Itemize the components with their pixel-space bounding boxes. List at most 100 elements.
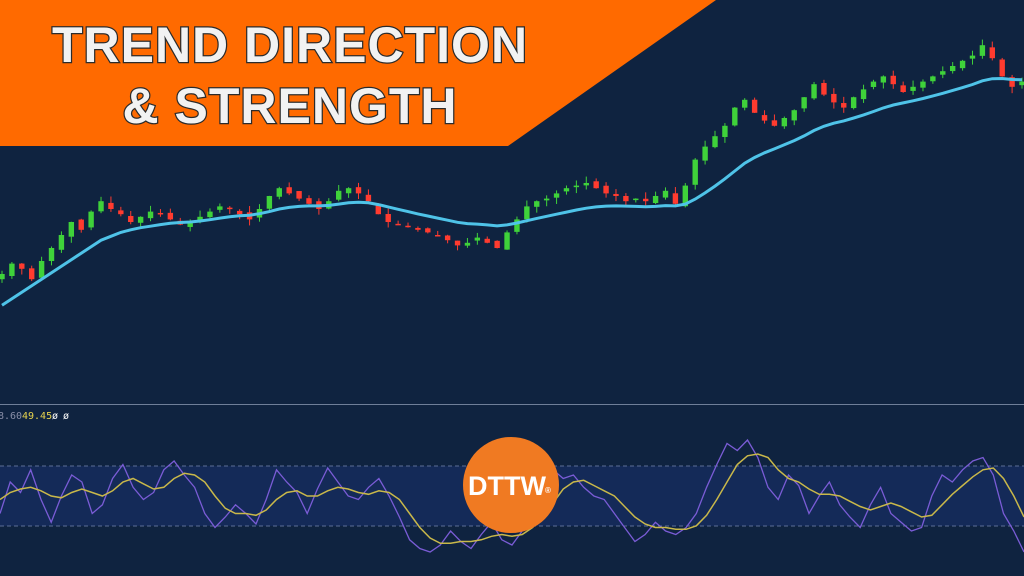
candle-down — [989, 41, 995, 61]
candle-up — [147, 205, 154, 222]
candle-body — [0, 274, 5, 280]
candle-body — [860, 89, 867, 100]
candle-body — [623, 195, 629, 202]
candle-down — [484, 236, 490, 244]
candle-down — [128, 210, 134, 225]
candle-body — [405, 225, 411, 228]
candle-down — [821, 79, 827, 97]
candle-up — [583, 176, 589, 190]
candle-down — [118, 206, 124, 217]
candle-up — [345, 187, 352, 198]
candle-body — [296, 191, 302, 199]
readout-value-2: 49.45 — [22, 411, 52, 422]
candle-up — [692, 158, 698, 190]
candle-body — [682, 185, 688, 207]
candle-up — [534, 200, 540, 213]
banner-title-line2: & STRENGTH — [123, 78, 458, 134]
candle-body — [979, 45, 986, 56]
candle-down — [494, 240, 500, 249]
candle-body — [167, 212, 174, 220]
candle-down — [761, 110, 768, 124]
candle-down — [593, 178, 599, 189]
candle-down — [29, 265, 35, 282]
candle-body — [811, 84, 817, 99]
candle-body — [236, 210, 243, 215]
candle-up — [860, 84, 867, 103]
candle-body — [494, 240, 500, 248]
candle-up — [217, 203, 223, 213]
candle-up — [88, 210, 94, 231]
candle-down — [157, 209, 164, 217]
candle-up — [969, 50, 976, 65]
dttw-logo: DTTW ® — [463, 437, 559, 533]
candle-body — [850, 97, 857, 109]
candle-body — [38, 261, 45, 278]
candle-up — [48, 246, 55, 266]
candle-body — [1019, 81, 1024, 86]
candle-body — [464, 242, 471, 246]
candle-up — [276, 186, 282, 200]
candle-up — [959, 59, 966, 71]
candle-down — [425, 227, 431, 234]
candle-body — [68, 222, 75, 237]
title-banner: TREND DIRECTION & STRENGTH — [0, 0, 716, 146]
candle-down — [306, 195, 312, 205]
oscillator-slow-line — [0, 453, 1024, 545]
candle-down — [385, 208, 391, 228]
candle-body — [543, 198, 550, 201]
readout-value-3: ø — [52, 411, 58, 422]
candle-up — [504, 230, 510, 250]
candle-up — [553, 190, 560, 204]
candle-down — [831, 88, 837, 109]
candle-up — [811, 81, 817, 100]
candle-down — [841, 96, 847, 113]
candle-down — [296, 190, 302, 201]
candle-body — [128, 216, 134, 222]
candle-up — [662, 187, 669, 200]
candle-up — [652, 191, 659, 205]
candle-body — [613, 193, 619, 196]
candle-body — [118, 210, 124, 215]
candle-body — [969, 55, 976, 59]
candle-body — [9, 263, 15, 276]
candle-body — [474, 237, 481, 241]
candle-up — [68, 221, 75, 243]
candle-down — [444, 234, 451, 244]
candle-body — [1009, 77, 1015, 87]
candle-body — [336, 190, 342, 200]
candle-body — [999, 59, 1005, 77]
candle-body — [355, 187, 362, 194]
candle-up — [98, 196, 104, 214]
candle-down — [999, 57, 1005, 77]
candle-body — [504, 232, 510, 250]
candle-body — [751, 99, 758, 113]
candle-body — [88, 211, 94, 228]
candle-body — [732, 107, 738, 126]
candle-body — [652, 196, 659, 203]
candle-body — [365, 194, 372, 202]
oscillator-fast-line — [0, 438, 1024, 553]
candle-down — [603, 182, 609, 198]
candle-up — [464, 237, 471, 248]
candle-down — [751, 97, 758, 113]
candle-body — [306, 198, 312, 204]
candle-body — [662, 190, 669, 198]
candle-body — [454, 240, 461, 246]
candle-body — [771, 120, 778, 126]
price-pane — [0, 39, 1024, 307]
candle-down — [890, 70, 896, 89]
readout-value-4: ø — [63, 411, 69, 422]
candle-body — [207, 211, 213, 218]
candle-down — [78, 218, 84, 233]
candle-body — [553, 193, 560, 198]
candle-up — [336, 184, 342, 202]
candle-up — [514, 216, 520, 235]
candle-down — [642, 192, 649, 206]
candle-body — [573, 185, 580, 188]
candle-down — [167, 208, 174, 221]
candle-down — [1009, 74, 1015, 94]
candle-body — [821, 82, 827, 95]
candle-up — [781, 116, 788, 129]
banner-title-line1: TREND DIRECTION — [52, 17, 528, 73]
